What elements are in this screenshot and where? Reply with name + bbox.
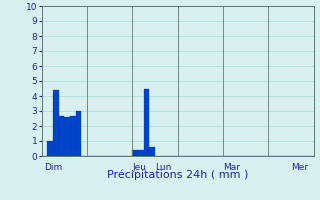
Bar — [70, 116, 76, 156]
Bar — [76, 111, 81, 156]
Text: Dim: Dim — [44, 164, 63, 172]
Bar — [59, 116, 64, 156]
Text: Mar: Mar — [223, 164, 240, 172]
X-axis label: Précipitations 24h ( mm ): Précipitations 24h ( mm ) — [107, 170, 248, 180]
Text: Jeu: Jeu — [132, 164, 146, 172]
Bar — [64, 117, 70, 156]
Text: Lun: Lun — [155, 164, 171, 172]
Bar — [53, 90, 59, 156]
Bar — [47, 141, 53, 156]
Bar — [149, 147, 155, 156]
Bar — [132, 150, 138, 156]
Text: Mer: Mer — [291, 164, 308, 172]
Bar — [138, 150, 144, 156]
Bar — [144, 88, 149, 156]
